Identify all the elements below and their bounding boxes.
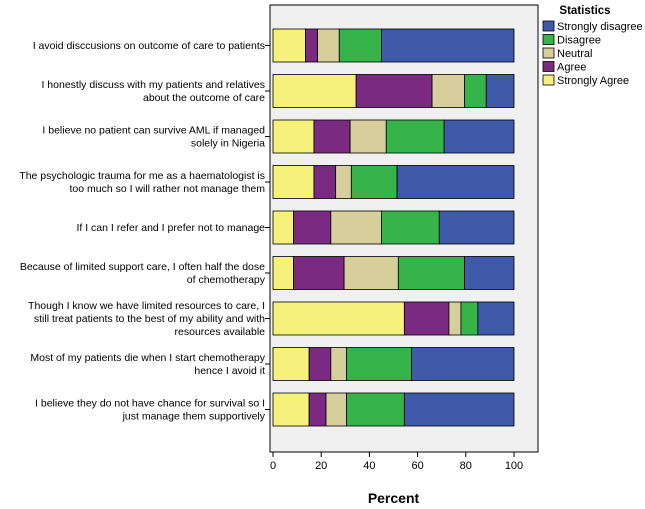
legend-swatch — [542, 34, 555, 45]
category-label: I honestly discuss with my patients and … — [41, 79, 265, 104]
category-label: Most of my patients die when I start che… — [30, 352, 265, 377]
bar-segment — [385, 119, 445, 154]
bar-segment — [464, 256, 515, 290]
bar-segment — [381, 28, 515, 63]
bar-segment — [460, 301, 479, 336]
bar-segment — [317, 28, 340, 63]
category-label: Because of limited support care, I often… — [20, 261, 266, 286]
bar-segment — [272, 119, 315, 154]
legend-title: Statistics — [559, 5, 610, 17]
bar-segment — [397, 256, 465, 290]
bar-segment — [272, 301, 405, 336]
bar-segment — [313, 119, 351, 154]
bar-segment — [346, 392, 405, 427]
category-label: The psychologic trauma for me as a haema… — [19, 170, 265, 195]
bar-segment — [293, 210, 332, 245]
bar-segment — [272, 74, 357, 108]
bar-segment — [411, 347, 515, 381]
bar-segment — [350, 165, 398, 199]
bar-segment — [485, 74, 515, 108]
bar-segment — [308, 347, 332, 381]
category-label: I avoid disccusions on outcome of care t… — [33, 40, 265, 52]
x-tick-label: 0 — [270, 460, 276, 472]
legend-label: Strongly Agree — [557, 75, 629, 87]
category-label: I believe no patient can survive AML if … — [42, 125, 265, 150]
bar-segment — [308, 392, 327, 427]
legend-swatch — [542, 20, 555, 32]
x-axis-title: Percent — [368, 490, 420, 506]
bar-segment — [443, 119, 515, 154]
x-tick-label: 40 — [363, 460, 375, 472]
bar-segment — [403, 301, 450, 336]
bar-segment — [325, 392, 347, 427]
x-tick-label: 20 — [315, 460, 327, 472]
bar-segment — [272, 392, 310, 427]
bar-segment — [330, 347, 347, 381]
category-label: I believe they do not have chance for su… — [35, 398, 266, 423]
bar-segment — [346, 347, 412, 381]
bar-segment — [477, 301, 515, 336]
bar-segment — [343, 256, 399, 290]
legend-label: Strongly disagree — [557, 21, 643, 33]
bar-segment — [403, 392, 515, 427]
bar-segment — [330, 210, 382, 245]
bar-segment — [355, 74, 433, 108]
category-label: If I can I refer and I prefer not to man… — [76, 222, 265, 234]
bar-segment — [272, 256, 294, 290]
legend: Statistics Strongly disagree DisagreeNeutr… — [542, 5, 643, 87]
bar-segment — [396, 165, 515, 199]
legend-swatch — [542, 47, 555, 59]
bar-segment — [349, 119, 387, 154]
bar-segment — [293, 256, 345, 290]
x-tick-label: 80 — [460, 460, 472, 472]
x-tick-label: 100 — [505, 460, 523, 472]
bar-segment — [272, 28, 306, 63]
bar-segment — [431, 74, 465, 108]
bar-segment — [305, 28, 318, 63]
legend-swatch — [542, 74, 555, 86]
bar-segment — [335, 165, 352, 199]
bar-segment — [313, 165, 337, 199]
bar-segment — [272, 210, 294, 245]
bar-segment — [381, 210, 440, 245]
bar-segment — [464, 74, 487, 108]
bar-segment — [438, 210, 515, 245]
category-label: Though I know we have limited resources … — [28, 300, 265, 338]
bar-segment — [448, 301, 462, 336]
legend-label: Neutral — [557, 48, 592, 60]
bar-segment — [272, 165, 315, 199]
x-tick-label: 60 — [411, 460, 423, 472]
bar-segment — [338, 28, 382, 63]
legend-swatch — [542, 61, 555, 72]
legend-label: Agree — [557, 62, 586, 74]
legend-label: Disagree — [557, 35, 601, 47]
bar-segment — [272, 347, 310, 381]
